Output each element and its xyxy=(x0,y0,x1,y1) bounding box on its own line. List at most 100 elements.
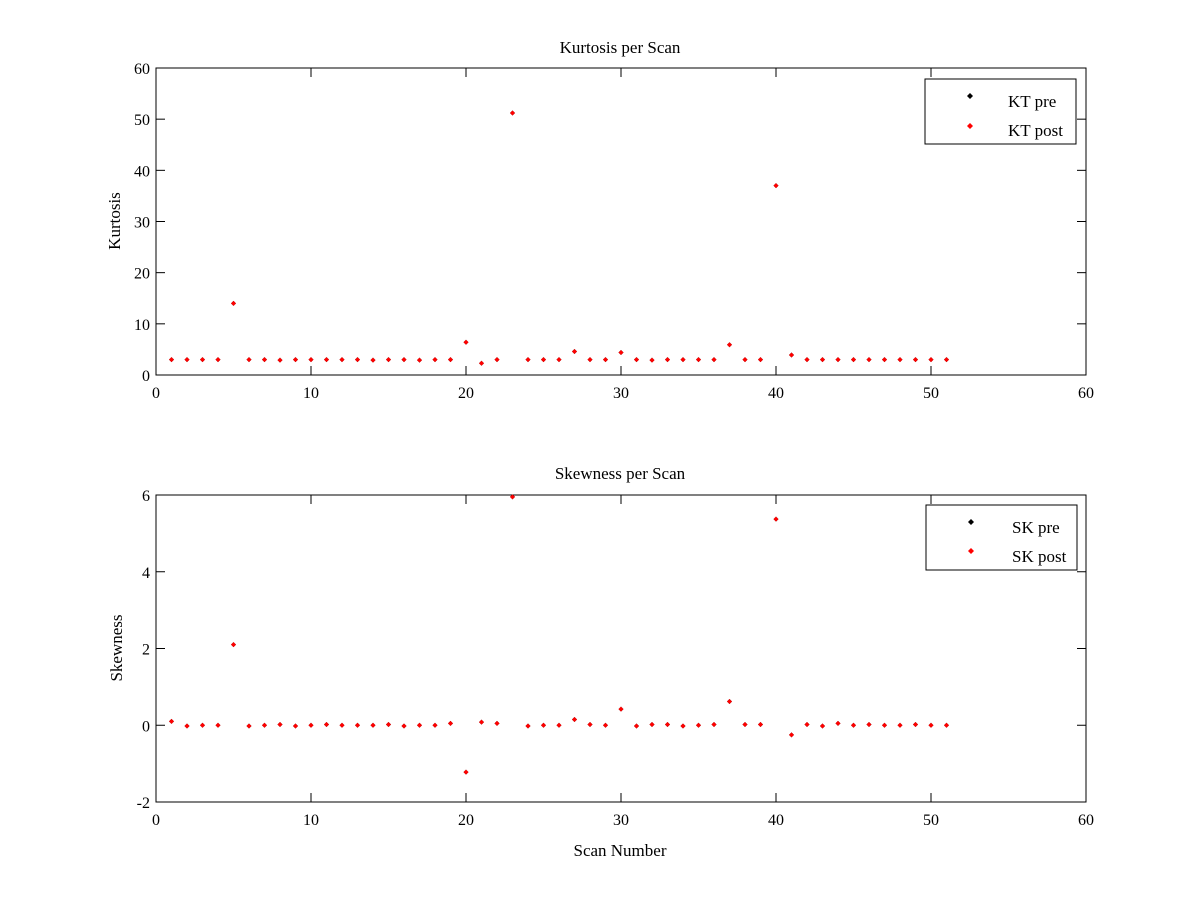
skewness-point-post xyxy=(541,722,546,728)
skewness-point-post xyxy=(355,722,360,728)
kurtosis-point-post xyxy=(804,357,810,363)
kurtosis-point-post xyxy=(231,300,236,306)
kurtosis-ytick-label: 60 xyxy=(134,61,150,78)
skewness-point-post xyxy=(680,723,686,729)
skewness-point-post xyxy=(835,720,841,726)
kurtosis-point-post xyxy=(649,357,655,363)
skewness-point-post xyxy=(417,722,422,728)
skewness-point-post xyxy=(370,722,376,728)
skewness-point-post xyxy=(897,722,903,728)
kurtosis-ytick-label: 50 xyxy=(134,112,150,129)
skewness-point-post xyxy=(184,723,190,729)
kurtosis-point-post xyxy=(386,357,391,363)
skewness-xtick-label: 10 xyxy=(303,812,319,829)
kurtosis-point-post xyxy=(401,357,407,363)
kurtosis-point-post xyxy=(820,357,825,363)
skewness-point-post xyxy=(804,721,810,727)
skewness-point-post xyxy=(758,721,763,727)
skewness-xtick-label: 50 xyxy=(923,812,939,829)
kurtosis-point-post xyxy=(618,349,624,355)
kurtosis-point-post xyxy=(866,357,872,363)
kurtosis-xtick-label: 0 xyxy=(152,385,160,402)
skewness-point-post xyxy=(944,722,949,728)
skewness-point-post xyxy=(696,722,701,728)
kurtosis-point-post xyxy=(277,357,283,363)
kurtosis-point-post xyxy=(370,357,376,363)
skewness-y-axis-label: Skewness xyxy=(107,614,126,681)
kurtosis-point-post xyxy=(680,357,686,363)
skewness-point-post xyxy=(742,721,748,727)
kurtosis-legend-label-post: KT post xyxy=(1008,121,1063,140)
skewness-point-post xyxy=(386,721,391,727)
kurtosis-xtick-label: 20 xyxy=(458,385,474,402)
kurtosis-xtick-label: 30 xyxy=(613,385,629,402)
skewness-point-post xyxy=(665,721,670,727)
skewness-legend-box xyxy=(925,504,1078,571)
kurtosis-xtick-label: 50 xyxy=(923,385,939,402)
kurtosis-point-post xyxy=(355,357,360,363)
kurtosis-plot: Kurtosis per Scan 0 10 20 30 40 50 60 0 10 20 30 40… xyxy=(105,38,1094,402)
skewness-point-post xyxy=(494,720,500,726)
skewness-point-post xyxy=(913,721,918,727)
kurtosis-point-post xyxy=(789,352,794,358)
kurtosis-point-post xyxy=(835,357,841,363)
kurtosis-xtick-label: 10 xyxy=(303,385,319,402)
kurtosis-legend-marker-post xyxy=(967,123,973,129)
skewness-point-post xyxy=(928,722,934,728)
kurtosis-point-post xyxy=(634,357,639,363)
skewness-point-post xyxy=(339,722,345,728)
kurtosis-y-axis-label: Kurtosis xyxy=(105,192,124,250)
kurtosis-points xyxy=(169,110,949,366)
kurtosis-ytick-label: 30 xyxy=(134,215,150,232)
skewness-point-post xyxy=(789,732,794,738)
kurtosis-point-post xyxy=(758,357,763,363)
skewness-ytick-label: -2 xyxy=(137,795,150,812)
kurtosis-point-post xyxy=(944,357,949,363)
kurtosis-xtick-label: 60 xyxy=(1078,385,1094,402)
kurtosis-point-post xyxy=(851,357,856,363)
skewness-point-post xyxy=(510,494,515,500)
skewness-ytick-label: 2 xyxy=(142,642,150,659)
skewness-ytick-label: 6 xyxy=(142,488,150,505)
skewness-point-post xyxy=(727,698,732,704)
skewness-point-post xyxy=(262,722,267,728)
kurtosis-point-post xyxy=(184,357,190,363)
skewness-legend-label-post: SK post xyxy=(1012,547,1067,566)
kurtosis-point-post xyxy=(262,357,267,363)
kurtosis-legend: KT pre KT post xyxy=(924,78,1077,145)
kurtosis-legend-label-pre: KT pre xyxy=(1008,92,1056,111)
skewness-point-post xyxy=(231,642,236,648)
skewness-legend-label-pre: SK pre xyxy=(1012,518,1060,537)
skewness-point-post xyxy=(820,723,825,729)
kurtosis-point-post xyxy=(293,357,298,363)
skewness-point-post xyxy=(432,722,438,728)
skewness-xtick-label: 30 xyxy=(613,812,629,829)
kurtosis-ytick-label: 40 xyxy=(134,163,150,180)
kurtosis-point-post xyxy=(463,339,469,345)
kurtosis-legend-box xyxy=(924,78,1077,145)
skewness-legend-marker-post xyxy=(968,548,974,554)
kurtosis-point-post xyxy=(711,357,717,363)
skewness-point-post xyxy=(215,722,221,728)
skewness-points xyxy=(169,494,949,775)
kurtosis-point-post xyxy=(696,357,701,363)
skewness-point-post xyxy=(463,769,469,775)
kurtosis-plot-title: Kurtosis per Scan xyxy=(560,38,681,57)
skewness-xtick-label: 0 xyxy=(152,812,160,829)
skewness-point-post xyxy=(882,722,887,728)
kurtosis-ytick-label: 10 xyxy=(134,317,150,334)
skewness-point-post xyxy=(711,721,717,727)
skewness-ytick-label: 0 xyxy=(142,718,150,735)
kurtosis-legend-marker-pre xyxy=(967,93,973,99)
kurtosis-xtick-label: 40 xyxy=(768,385,784,402)
skewness-legend: SK pre SK post xyxy=(925,504,1078,571)
kurtosis-point-post xyxy=(913,357,918,363)
kurtosis-ytick-label: 0 xyxy=(142,368,150,385)
kurtosis-point-post xyxy=(897,357,903,363)
kurtosis-point-post xyxy=(494,357,500,363)
skewness-point-post xyxy=(603,722,608,728)
kurtosis-point-post xyxy=(665,357,670,363)
skewness-point-post xyxy=(649,721,655,727)
